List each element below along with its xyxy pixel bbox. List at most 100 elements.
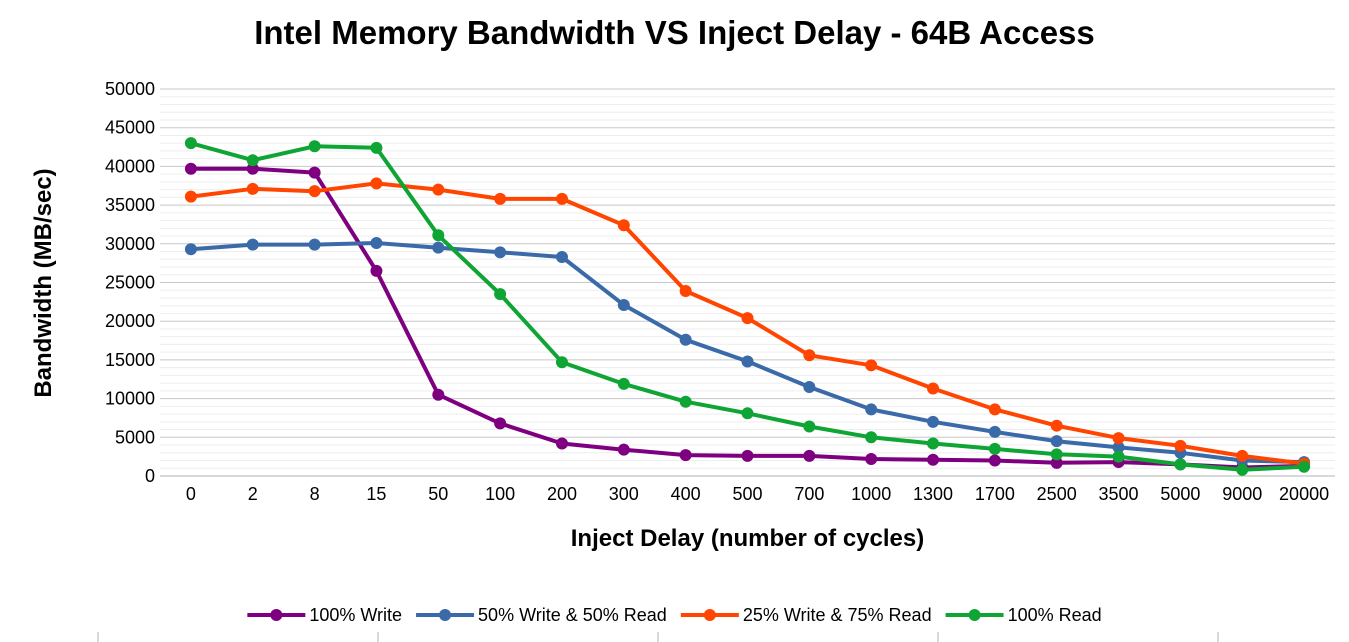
- y-tick-label: 30000: [105, 234, 155, 254]
- x-tick-label: 5000: [1160, 484, 1200, 504]
- y-tick-label: 20000: [105, 311, 155, 331]
- data-point: [741, 407, 754, 420]
- data-point: [555, 192, 568, 205]
- x-tick-label: 50: [428, 484, 448, 504]
- y-tick-label: 50000: [105, 79, 155, 99]
- data-point: [246, 162, 259, 175]
- data-point: [308, 140, 321, 153]
- x-tick-label: 1300: [913, 484, 953, 504]
- data-point: [494, 192, 507, 205]
- legend-marker: [439, 609, 452, 621]
- data-point: [679, 333, 692, 346]
- x-tick-label: 9000: [1222, 484, 1262, 504]
- data-point: [803, 349, 816, 362]
- data-point: [988, 425, 1001, 438]
- data-point: [246, 154, 259, 167]
- data-point: [865, 431, 878, 444]
- data-point: [555, 250, 568, 263]
- data-point: [865, 359, 878, 372]
- x-tick-label: 0: [186, 484, 196, 504]
- y-tick-label: 45000: [105, 118, 155, 138]
- data-point: [865, 452, 878, 465]
- legend-marker: [270, 609, 283, 621]
- x-tick-label: 400: [671, 484, 701, 504]
- data-point: [1112, 441, 1125, 454]
- data-point: [927, 453, 940, 466]
- data-point: [308, 238, 321, 251]
- data-point: [1112, 450, 1125, 463]
- data-point: [555, 437, 568, 450]
- data-point: [988, 454, 1001, 467]
- data-point: [308, 185, 321, 198]
- y-tick-label: 25000: [105, 273, 155, 293]
- data-point: [679, 395, 692, 408]
- legend-label: 50% Write & 50% Read: [478, 605, 667, 625]
- data-point: [370, 264, 383, 277]
- data-point: [184, 190, 197, 203]
- data-point: [370, 141, 383, 154]
- data-point: [617, 219, 630, 232]
- data-point: [184, 137, 197, 150]
- data-point: [988, 403, 1001, 416]
- y-tick-label: 15000: [105, 350, 155, 370]
- x-tick-label: 700: [794, 484, 824, 504]
- data-point: [1050, 419, 1063, 432]
- y-tick-label: 40000: [105, 156, 155, 176]
- data-point: [1236, 463, 1249, 476]
- x-tick-label: 2: [248, 484, 258, 504]
- x-tick-label: 300: [609, 484, 639, 504]
- data-point: [184, 243, 197, 256]
- x-tick-label: 3500: [1099, 484, 1139, 504]
- x-tick-label: 1000: [851, 484, 891, 504]
- data-point: [803, 380, 816, 393]
- data-point: [370, 237, 383, 250]
- y-tick-label: 35000: [105, 195, 155, 215]
- data-point: [494, 417, 507, 430]
- data-point: [370, 177, 383, 190]
- data-point: [1050, 448, 1063, 461]
- data-point: [927, 437, 940, 450]
- legend-marker: [703, 609, 716, 621]
- data-point: [617, 298, 630, 311]
- legend-marker: [968, 609, 981, 621]
- legend-label: 25% Write & 75% Read: [743, 605, 932, 625]
- y-tick-label: 0: [145, 466, 155, 486]
- data-point: [308, 166, 321, 179]
- data-point: [865, 403, 878, 416]
- x-tick-label: 500: [732, 484, 762, 504]
- data-point: [1050, 456, 1063, 469]
- data-point: [741, 312, 754, 325]
- data-point: [741, 355, 754, 368]
- series-line: [190, 141, 1305, 472]
- data-point: [184, 162, 197, 175]
- data-point: [1050, 435, 1063, 448]
- data-point: [679, 285, 692, 298]
- data-point: [432, 229, 445, 242]
- y-tick-label: 10000: [105, 389, 155, 409]
- x-tick-label: 1700: [975, 484, 1015, 504]
- x-tick-label: 15: [366, 484, 386, 504]
- x-tick-label: 2500: [1037, 484, 1077, 504]
- data-point: [1174, 439, 1187, 452]
- data-point: [1298, 460, 1311, 473]
- data-point: [246, 182, 259, 195]
- data-point: [927, 415, 940, 428]
- data-point: [927, 382, 940, 395]
- data-point: [617, 443, 630, 456]
- x-axis-label: Inject Delay (number of cycles): [570, 525, 925, 552]
- data-point: [803, 420, 816, 433]
- data-point: [432, 241, 445, 254]
- data-point: [803, 449, 816, 462]
- data-point: [432, 183, 445, 196]
- data-point: [1174, 458, 1187, 471]
- data-point: [494, 246, 507, 259]
- legend-label: 100% Write: [309, 605, 402, 625]
- data-point: [741, 449, 754, 462]
- data-point: [1112, 432, 1125, 445]
- y-tick-label: 5000: [115, 427, 155, 447]
- data-point: [1236, 449, 1249, 462]
- data-point: [246, 238, 259, 251]
- data-point: [617, 377, 630, 390]
